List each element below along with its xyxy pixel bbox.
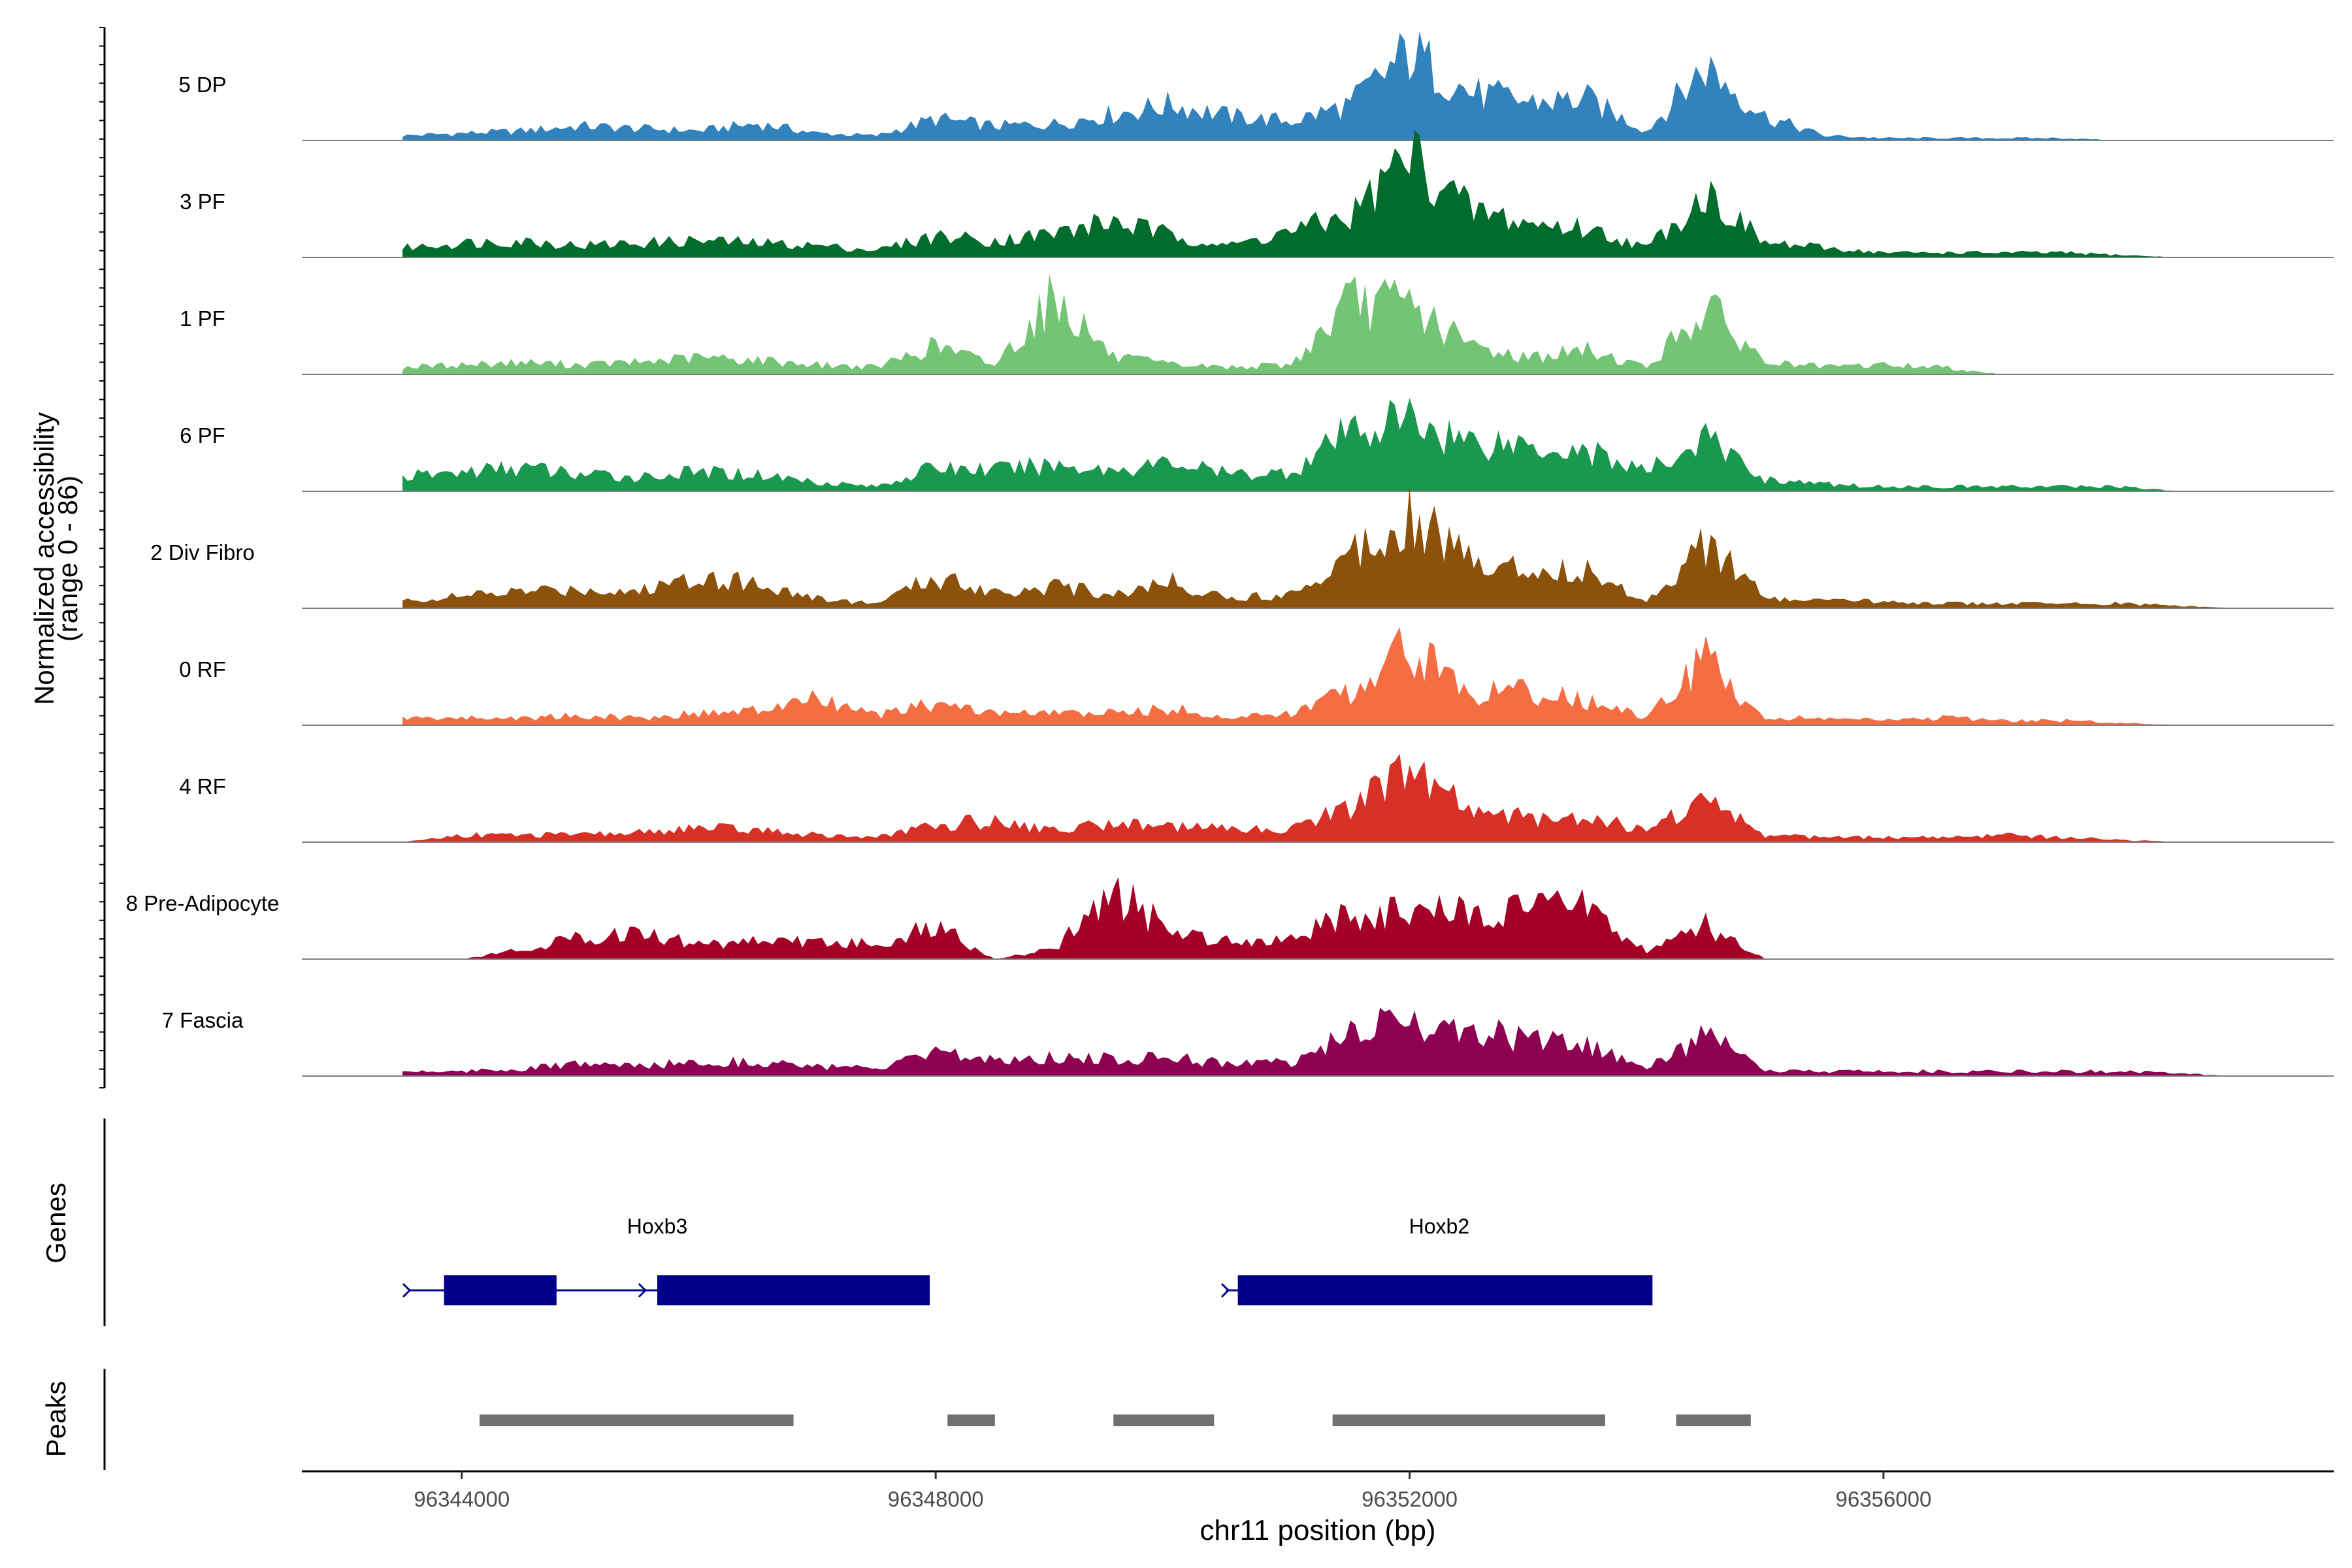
genes-axis-title: Genes bbox=[41, 1183, 71, 1264]
gene-exon bbox=[444, 1275, 557, 1305]
track-label: 8 Pre-Adipocyte bbox=[126, 891, 280, 915]
x-axis-title: chr11 position (bp) bbox=[1200, 1514, 1435, 1546]
track-label: 3 PF bbox=[180, 189, 225, 214]
y-axis-title-line1: Normalized accessibility bbox=[29, 412, 59, 705]
track-6-pf: 6 PF bbox=[180, 398, 2334, 492]
track-label: 7 Fascia bbox=[162, 1008, 244, 1032]
peak-bar bbox=[947, 1414, 995, 1426]
track-7-fascia: 7 Fascia bbox=[162, 1007, 2334, 1077]
x-tick-label: 96352000 bbox=[1362, 1487, 1458, 1511]
track-4-rf: 4 RF bbox=[179, 753, 2334, 843]
coverage-area bbox=[402, 627, 2239, 725]
coverage-area bbox=[402, 486, 2239, 608]
gene-strand-arrow bbox=[402, 1282, 412, 1298]
peaks-axis-title: Peaks bbox=[41, 1381, 71, 1458]
track-label: 6 PF bbox=[180, 423, 225, 448]
gene-label: Hoxb2 bbox=[1409, 1215, 1470, 1238]
coverage-y-axis bbox=[99, 27, 106, 1088]
gene-exon bbox=[1237, 1275, 1653, 1305]
x-tick-label: 96344000 bbox=[414, 1487, 510, 1511]
y-axis-title-line2: (range 0 - 86) bbox=[52, 476, 83, 642]
peak-bar bbox=[1332, 1414, 1605, 1426]
track-1-pf: 1 PF bbox=[180, 274, 2334, 375]
gene-hoxb3: Hoxb3 bbox=[402, 1215, 930, 1305]
peak-bar bbox=[1113, 1414, 1215, 1426]
gene-exon bbox=[657, 1275, 930, 1305]
peak-bar bbox=[480, 1414, 794, 1426]
coverage-area bbox=[402, 31, 2239, 140]
x-tick-label: 96356000 bbox=[1835, 1487, 1931, 1511]
coverage-area bbox=[402, 130, 2239, 257]
x-axis-ticks: 96344000 96348000 96352000 96356000 bbox=[414, 1471, 1931, 1511]
coverage-area bbox=[402, 1007, 2239, 1076]
track-8-pre-adipocyte: 8 Pre-Adipocyte bbox=[126, 877, 2334, 960]
track-label: 4 RF bbox=[179, 774, 226, 798]
x-tick-label: 96348000 bbox=[888, 1487, 984, 1511]
peak-track bbox=[480, 1414, 1751, 1426]
coverage-area bbox=[402, 274, 2239, 374]
gene-label: Hoxb3 bbox=[627, 1215, 688, 1238]
track-label: 1 PF bbox=[180, 306, 225, 331]
track-label: 2 Div Fibro bbox=[150, 540, 255, 564]
track-label: 5 DP bbox=[178, 73, 226, 97]
peak-bar bbox=[1676, 1414, 1751, 1426]
gene-hoxb2: Hoxb2 bbox=[1221, 1215, 1653, 1305]
coverage-area bbox=[402, 398, 2239, 491]
gene-track: Hoxb3 Hoxb2 bbox=[402, 1215, 1653, 1305]
gene-strand-arrow bbox=[1221, 1282, 1230, 1298]
track-label: 0 RF bbox=[179, 657, 226, 681]
track-0-rf: 0 RF bbox=[179, 627, 2334, 726]
track-5-dp: 5 DP bbox=[178, 31, 2334, 141]
track-2-div-fibro: 2 Div Fibro bbox=[150, 486, 2334, 609]
gene-strand-arrow bbox=[638, 1282, 647, 1298]
coverage-area bbox=[402, 877, 2239, 959]
coverage-tracks: 5 DP 3 PF 1 PF 6 PF 2 Div Fibro 0 RF 4 RF 8 Pre… bbox=[126, 31, 2334, 1077]
track-3-pf: 3 PF bbox=[180, 130, 2334, 258]
coverage-area bbox=[402, 753, 2239, 842]
